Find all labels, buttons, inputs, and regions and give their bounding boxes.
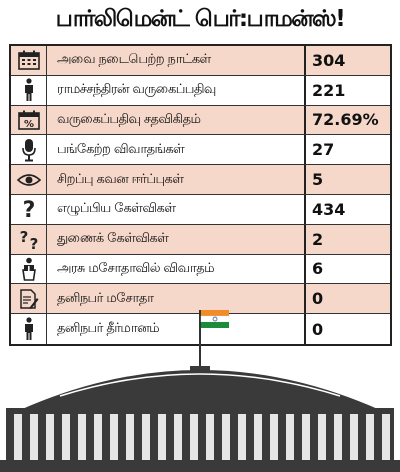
table-row: பங்கேற்ற விவாதங்கள் 27 — [11, 135, 390, 166]
row-value: 5 — [312, 170, 324, 190]
table-row: % வருகைப்பதிவு சதவிகிதம் 72.69% — [11, 105, 390, 136]
double-question-icon: ? ? — [11, 224, 47, 254]
row-value: 304 — [312, 50, 346, 70]
row-value: 2 — [312, 229, 324, 249]
parliament-building-illustration — [0, 310, 400, 472]
calendar-icon — [11, 46, 47, 75]
document-pen-icon — [11, 284, 47, 314]
row-value: 27 — [312, 140, 335, 160]
table-row: ? எழுப்பிய கேள்விகள் 434 — [11, 194, 390, 225]
svg-text:?: ? — [22, 198, 35, 220]
table-row: தனிநபர் மசோதா 0 — [11, 284, 390, 315]
row-value: 72.69% — [312, 110, 379, 130]
flag-icon — [199, 310, 230, 366]
row-label: எழுப்பிய கேள்விகள் — [47, 194, 306, 224]
table-row: ராமச்சந்திரன் வருகைப்பதிவு 221 — [11, 75, 390, 106]
row-label: அரசு மசோதாவில் விவாதம் — [47, 254, 306, 284]
row-label: ராமச்சந்திரன் வருகைப்பதிவு — [47, 75, 306, 105]
table-row: சிறப்பு கவன ஈர்ப்புகள் 5 — [11, 165, 390, 195]
row-value: 221 — [312, 80, 346, 100]
svg-text:?: ? — [19, 228, 28, 246]
row-value: 0 — [312, 289, 324, 309]
row-label: வருகைப்பதிவு சதவிகிதம் — [47, 105, 306, 135]
row-label: அவை நடைபெற்ற நாட்கள் — [47, 46, 306, 75]
percent-calendar-icon: % — [11, 105, 47, 135]
question-mark-icon: ? — [11, 194, 47, 224]
speaker-at-podium-icon — [11, 254, 47, 284]
row-value: 6 — [312, 259, 324, 279]
row-label: பங்கேற்ற விவாதங்கள் — [47, 135, 306, 165]
row-label: சிறப்பு கவன ஈர்ப்புகள் — [47, 165, 306, 194]
page-title: பார்லிமென்ட் பெர்:பாமன்ஸ்! — [55, 5, 346, 32]
svg-text:%: % — [23, 119, 33, 130]
row-label: துணைக் கேள்விகள் — [47, 224, 306, 254]
microphone-icon — [11, 135, 47, 165]
table-row: அவை நடைபெற்ற நாட்கள் 304 — [11, 46, 390, 76]
row-value: 0 — [312, 319, 324, 339]
row-label: தனிநபர் மசோதா — [47, 284, 306, 314]
row-value: 434 — [312, 199, 346, 219]
person-icon — [11, 75, 47, 105]
row-label: தனிநபர் தீர்மானம் — [47, 314, 306, 344]
person-icon — [11, 314, 47, 344]
stats-table: அவை நடைபெற்ற நாட்கள் 304 ராமச்சந்திரன் வ… — [9, 44, 392, 346]
table-row: ? ? துணைக் கேள்விகள் 2 — [11, 224, 390, 255]
svg-text:?: ? — [29, 235, 38, 250]
eye-icon — [11, 165, 47, 194]
table-row: அரசு மசோதாவில் விவாதம் 6 — [11, 254, 390, 285]
